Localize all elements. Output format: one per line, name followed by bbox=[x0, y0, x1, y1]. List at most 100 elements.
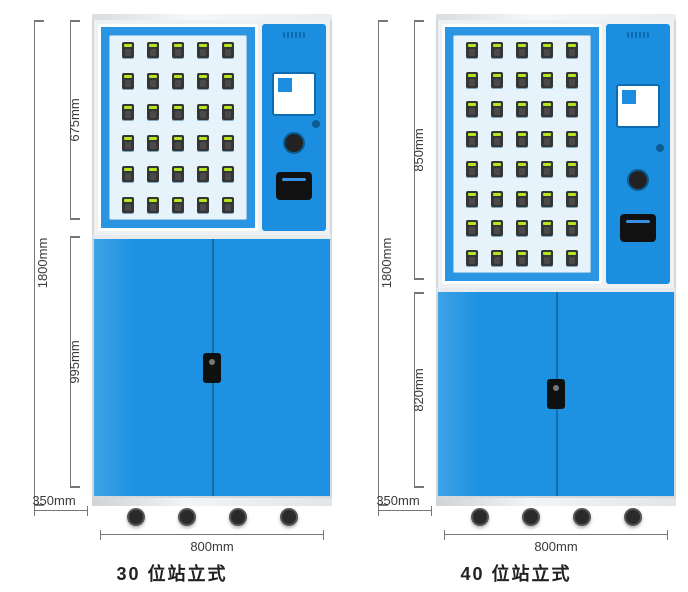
key-grid-30 bbox=[109, 35, 247, 220]
cabinet-lower-40 bbox=[436, 288, 676, 498]
dim-label: 1800mm bbox=[379, 238, 394, 289]
dim-width-30: 800mm bbox=[100, 534, 324, 535]
control-panel-40 bbox=[606, 24, 670, 284]
key-row bbox=[460, 72, 584, 88]
key-slot bbox=[566, 191, 578, 207]
key-slot bbox=[222, 104, 234, 120]
key-panel-40 bbox=[442, 24, 602, 284]
wheel-icon bbox=[573, 508, 591, 526]
key-row bbox=[460, 220, 584, 236]
key-slot bbox=[566, 250, 578, 266]
key-slot bbox=[466, 220, 478, 236]
key-row bbox=[116, 42, 240, 58]
key-slot bbox=[172, 42, 184, 58]
fingerprint-reader bbox=[283, 132, 305, 154]
cabinet-upper-30 bbox=[92, 20, 332, 235]
dim-depth-40: 350mm bbox=[378, 510, 432, 511]
cabinet-40 bbox=[436, 14, 676, 504]
key-slot bbox=[466, 191, 478, 207]
wheel-icon bbox=[127, 508, 145, 526]
key-slot bbox=[197, 73, 209, 89]
cabinet-lower-30 bbox=[92, 235, 332, 498]
wheel-icon bbox=[178, 508, 196, 526]
key-slot bbox=[516, 42, 528, 58]
dim-label: 820mm bbox=[411, 368, 426, 411]
key-slot bbox=[466, 72, 478, 88]
speaker-icon bbox=[627, 32, 649, 38]
key-slot bbox=[516, 191, 528, 207]
key-slot bbox=[122, 42, 134, 58]
key-slot bbox=[147, 104, 159, 120]
key-row bbox=[460, 161, 584, 177]
door-handle bbox=[547, 379, 565, 409]
wheel-icon bbox=[624, 508, 642, 526]
key-slot bbox=[491, 42, 503, 58]
dim-label: 350mm bbox=[376, 493, 419, 508]
speaker-icon bbox=[283, 32, 305, 38]
key-slot bbox=[491, 191, 503, 207]
key-slot bbox=[491, 250, 503, 266]
figure-container: 1800mm 675mm 995mm 350mm 800mm 30 位站立式 bbox=[0, 0, 688, 592]
key-slot bbox=[491, 131, 503, 147]
dim-total-height-30: 1800mm bbox=[34, 20, 44, 506]
key-slot bbox=[516, 220, 528, 236]
key-slot bbox=[516, 72, 528, 88]
dim-label: 1800mm bbox=[35, 238, 50, 289]
key-slot bbox=[541, 72, 553, 88]
wheel-icon bbox=[229, 508, 247, 526]
key-slot bbox=[122, 73, 134, 89]
key-slot bbox=[147, 135, 159, 151]
key-slot bbox=[222, 135, 234, 151]
key-slot bbox=[197, 42, 209, 58]
lock-icon bbox=[312, 120, 320, 128]
key-slot bbox=[172, 104, 184, 120]
key-slot bbox=[197, 104, 209, 120]
dim-width-40: 800mm bbox=[444, 534, 668, 535]
casters bbox=[92, 506, 332, 528]
key-slot bbox=[197, 197, 209, 213]
key-slot bbox=[466, 161, 478, 177]
key-slot bbox=[541, 191, 553, 207]
product-title-40: 40 位站立式 bbox=[344, 560, 688, 586]
casters bbox=[436, 506, 676, 528]
key-slot bbox=[516, 101, 528, 117]
dim-upper-height-40: 850mm bbox=[414, 20, 424, 280]
card-reader bbox=[620, 214, 656, 242]
cabinet-upper-40 bbox=[436, 20, 676, 288]
key-slot bbox=[222, 73, 234, 89]
dim-label: 800mm bbox=[190, 539, 233, 554]
key-slot bbox=[566, 101, 578, 117]
key-slot bbox=[541, 101, 553, 117]
key-slot bbox=[172, 197, 184, 213]
dim-label: 350mm bbox=[32, 493, 75, 508]
fingerprint-reader bbox=[627, 169, 649, 191]
key-row bbox=[460, 131, 584, 147]
key-slot bbox=[541, 131, 553, 147]
key-slot bbox=[122, 104, 134, 120]
key-row bbox=[116, 104, 240, 120]
key-slot bbox=[516, 131, 528, 147]
cabinet-30 bbox=[92, 14, 332, 504]
display-screen bbox=[272, 72, 316, 116]
key-slot bbox=[122, 197, 134, 213]
key-slot bbox=[466, 42, 478, 58]
key-slot bbox=[197, 135, 209, 151]
product-40: 1800mm 850mm 820mm 350mm 800mm 40 位站立式 bbox=[344, 0, 688, 592]
key-slot bbox=[147, 73, 159, 89]
key-slot bbox=[491, 161, 503, 177]
cabinet-base bbox=[92, 498, 332, 506]
key-slot bbox=[222, 166, 234, 182]
door-handle bbox=[203, 353, 221, 383]
key-row bbox=[460, 191, 584, 207]
key-slot bbox=[172, 73, 184, 89]
key-slot bbox=[466, 131, 478, 147]
wheel-icon bbox=[522, 508, 540, 526]
dim-lower-height-30: 995mm bbox=[70, 236, 80, 488]
key-slot bbox=[122, 166, 134, 182]
key-slot bbox=[466, 250, 478, 266]
dim-total-height-40: 1800mm bbox=[378, 20, 388, 506]
key-row bbox=[116, 166, 240, 182]
product-title-30: 30 位站立式 bbox=[0, 560, 344, 586]
key-slot bbox=[566, 72, 578, 88]
key-slot bbox=[566, 131, 578, 147]
